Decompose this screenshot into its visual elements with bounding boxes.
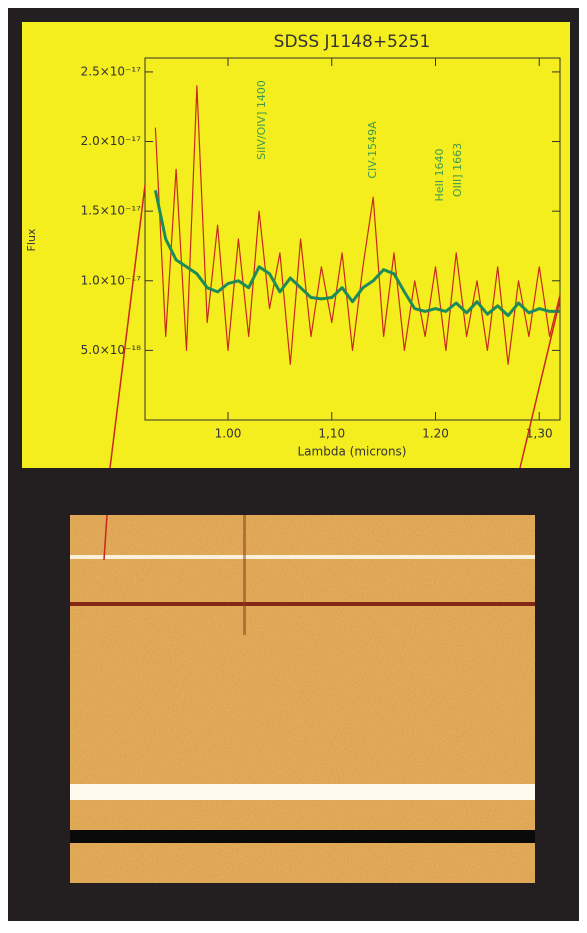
annotation: CIV-1549A (366, 121, 379, 179)
y-tick-label: 2.0×10⁻¹⁷ (81, 134, 142, 148)
plot: 5.0×10⁻¹⁸ 1.0×10⁻¹⁷ 1.5×10⁻¹⁷ 2.0×10⁻¹⁷ 2.5×… (81, 58, 561, 441)
y-tick-label: 5.0×10⁻¹⁸ (81, 343, 142, 357)
bright-band (70, 784, 535, 800)
plot-panel (22, 22, 570, 468)
series-line (153, 189, 560, 318)
zoom-line (519, 299, 561, 469)
sky-line (70, 602, 535, 606)
x-axis-label: Lambda (microns) (298, 445, 407, 459)
sky-line (70, 555, 535, 559)
dark-band (70, 830, 535, 843)
x-tick-label: 1.20 (422, 427, 449, 441)
trace (243, 515, 246, 635)
y-tick-label: 1.5×10⁻¹⁷ (81, 204, 142, 218)
image-noise (70, 515, 535, 883)
spectrum-image (70, 514, 535, 883)
y-tick-label: 2.5×10⁻¹⁷ (81, 64, 142, 78)
chart-title: SDSS J1148+5251 (274, 32, 431, 52)
y-axis-label: Flux (25, 228, 38, 251)
x-tick-label: 1,30 (526, 427, 553, 441)
x-tick-label: 1,10 (318, 427, 345, 441)
zoom-line (109, 184, 146, 469)
annotation: HeII 1640 (433, 148, 446, 201)
y-tick-label: 1.0×10⁻¹⁷ (81, 273, 142, 287)
x-tick-label: 1.00 (215, 427, 242, 441)
annotation: SiIV/OIV] 1400 (255, 80, 268, 160)
zoom-line (103, 514, 108, 561)
plot-frame (144, 57, 561, 421)
annotation: OIII] 1663 (451, 143, 464, 197)
